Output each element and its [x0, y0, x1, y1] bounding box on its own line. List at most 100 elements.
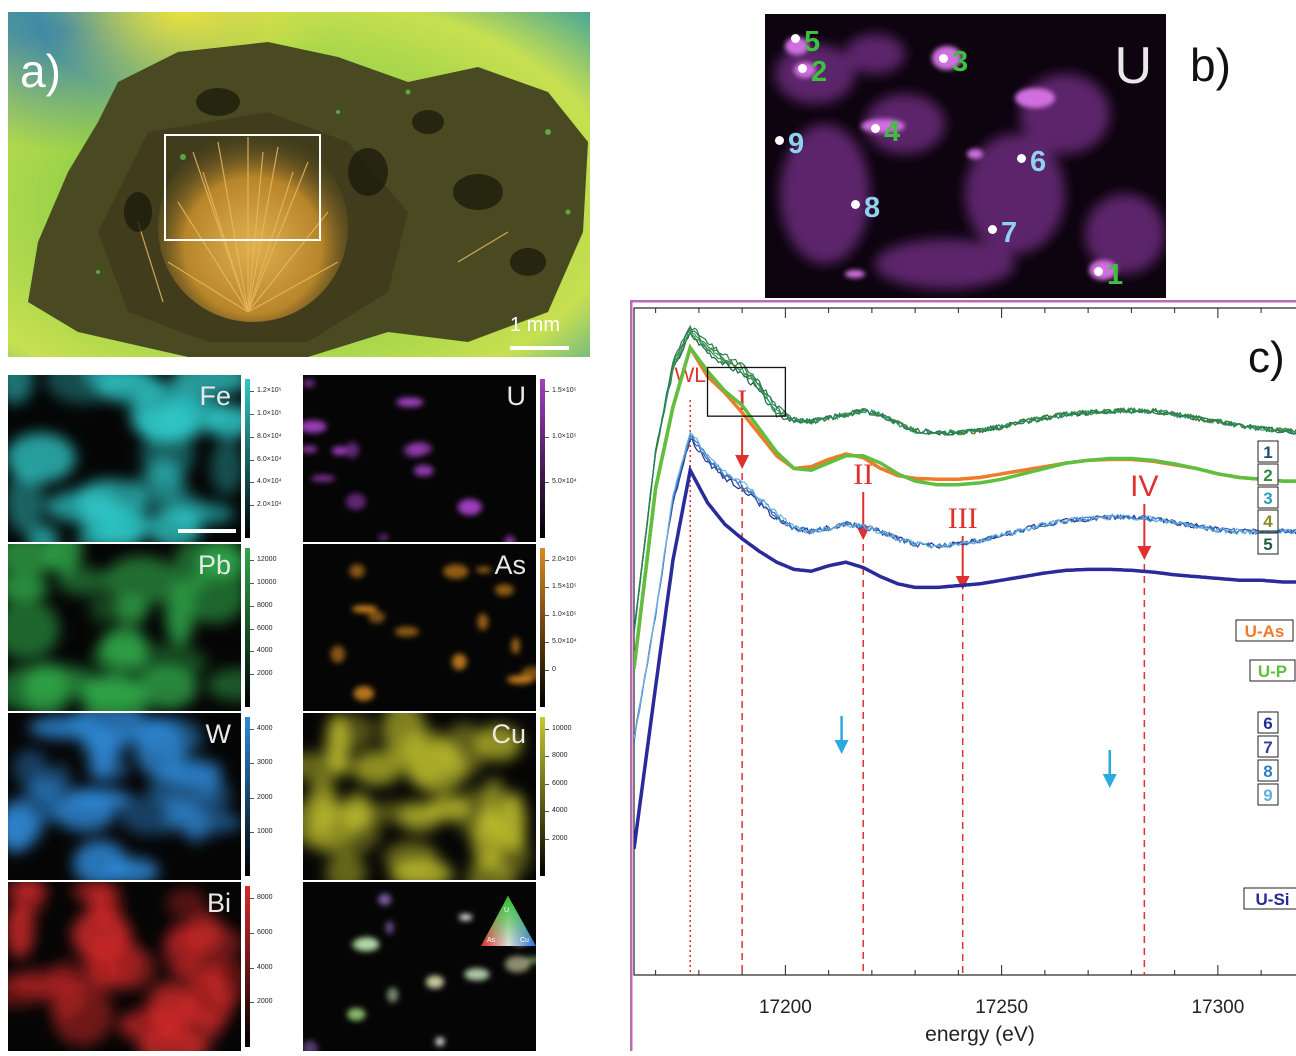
legend-box	[1257, 735, 1279, 758]
legend-box	[1249, 659, 1296, 682]
colorbar-tick-label: 1.2×10⁵	[257, 387, 282, 394]
colorbar-tick-mark	[545, 783, 549, 785]
element-map-image	[8, 713, 241, 880]
legend-box	[1257, 783, 1279, 806]
colorbar-pb	[245, 548, 250, 707]
map-scalebar	[178, 529, 236, 533]
spectrum-u-si	[634, 464, 1296, 850]
legend-label: 6	[1263, 714, 1272, 733]
colorbar-tick-label: 8.0×10⁴	[257, 432, 282, 440]
colorbar-tick-mark	[250, 797, 254, 799]
map-element-label: Bi	[206, 888, 231, 918]
element-map-cu: Cu	[303, 713, 536, 880]
legend-item-6: 6	[1257, 711, 1279, 734]
legend-box	[1257, 486, 1279, 509]
colorbar-tick-mark	[250, 459, 254, 461]
sample-photo: a) 1 mm	[8, 12, 590, 357]
element-map-image	[303, 378, 516, 542]
colorbar-tick-label: 4000	[552, 807, 568, 815]
colorbar-tick-mark	[545, 587, 549, 589]
colorbar-tick-label: 1000	[257, 827, 273, 835]
colorbar-tick-mark	[250, 674, 254, 676]
colorbar-tick-label: 2000	[257, 793, 273, 801]
colorbar-tick-mark	[250, 482, 254, 484]
point-label-3: 3	[952, 46, 969, 78]
ternary-label-left: As	[487, 937, 496, 944]
colorbar-tick-mark	[545, 482, 549, 484]
point-label-5: 5	[804, 26, 821, 58]
legend-label: U-P	[1258, 662, 1287, 681]
x-axis-label: energy (eV)	[925, 1023, 1035, 1046]
zoom-rectangle	[164, 134, 321, 241]
colorbar-tick-label: 6000	[257, 624, 273, 632]
colorbar-tick-label: 12000	[257, 556, 277, 563]
element-map-fe: Fe	[8, 375, 241, 542]
colorbar-tick-mark	[250, 436, 254, 438]
colorbar-tick-mark	[545, 614, 549, 616]
colorbar-tick-mark	[250, 729, 254, 730]
colorbar-tick-mark	[250, 413, 254, 415]
colorbar-tick-mark	[545, 838, 549, 840]
legend-box	[1257, 532, 1279, 555]
colorbar-tick-label: 1.0×10⁵	[257, 409, 282, 417]
spectrum-1-5-5	[634, 326, 1296, 633]
map-element-label: W	[205, 719, 231, 749]
colorbar-w	[245, 717, 250, 876]
colorbar-cu	[540, 717, 545, 876]
element-map-pb: Pb	[8, 544, 241, 711]
colorbar-tick-label: 2.0×10⁴	[257, 501, 282, 509]
colorbar-tick-label: 2000	[257, 670, 273, 678]
element-map-bi: Bi	[8, 882, 241, 1051]
sample-photo-image	[8, 12, 590, 357]
legend-item-9: 9	[1257, 783, 1279, 806]
annotation-label-iii: III	[948, 502, 978, 535]
point-marker-4	[871, 124, 880, 133]
colorbar-tick-mark	[545, 756, 549, 758]
colorbar-tick-label: 1.5×10⁵	[552, 583, 577, 591]
u-map-element: U	[1114, 37, 1152, 95]
colorbar-tick-mark	[250, 898, 254, 899]
colorbar-tick-mark	[250, 763, 254, 765]
colorbar-tick-mark	[250, 1002, 254, 1004]
legend-label: U-Si	[1256, 890, 1290, 909]
map-element-label: U	[506, 381, 527, 411]
colorbar-tick-mark	[250, 391, 254, 392]
zoom-box	[706, 366, 787, 417]
point-label-1: 1	[1107, 259, 1124, 291]
colorbar-tick-label: 2000	[257, 998, 273, 1006]
colorbar-tick-mark	[545, 642, 549, 644]
element-map-image	[8, 375, 241, 542]
annotation-label-iv: IV	[1130, 470, 1158, 503]
point-marker-5	[791, 34, 800, 43]
colorbar-u	[540, 379, 545, 538]
colorbar-tick-mark	[250, 967, 254, 969]
legend-box	[1257, 463, 1279, 486]
element-map-rgb-composite: U As Cu	[303, 882, 536, 1051]
colorbar-tick-mark	[250, 582, 254, 584]
point-marker-9	[775, 136, 784, 145]
map-element-label: As	[494, 550, 526, 580]
colorbar-tick-mark	[250, 932, 254, 934]
colorbar-tick-label: 8000	[257, 601, 273, 609]
annotation-label-ii: II	[853, 458, 873, 491]
legend-box	[1235, 619, 1294, 642]
spectrum-u-p	[634, 343, 1296, 669]
ternary-color-key: U As Cu	[481, 896, 536, 946]
element-map-image	[8, 544, 241, 711]
colorbar-tick-label: 1.0×10⁵	[552, 610, 577, 618]
legend-item-5: 5	[1257, 532, 1279, 555]
colorbar-tick-mark	[250, 651, 254, 653]
legend-label: U-As	[1245, 622, 1285, 641]
element-map-u: U	[303, 375, 536, 542]
colorbar-tick-mark	[545, 560, 549, 561]
colorbar-tick-label: 0	[552, 665, 556, 673]
annotation-arrow-head	[1137, 546, 1152, 560]
plot-frame	[633, 307, 1296, 976]
colorbar-tick-label: 10000	[552, 725, 572, 732]
colorbar-tick-mark	[250, 605, 254, 607]
annotation-arrow-head	[735, 455, 750, 469]
colorbar-tick-label: 5.0×10⁴	[552, 638, 577, 646]
legend-item-4: 4	[1257, 509, 1279, 532]
colorbar-tick-label: 8000	[552, 752, 568, 760]
